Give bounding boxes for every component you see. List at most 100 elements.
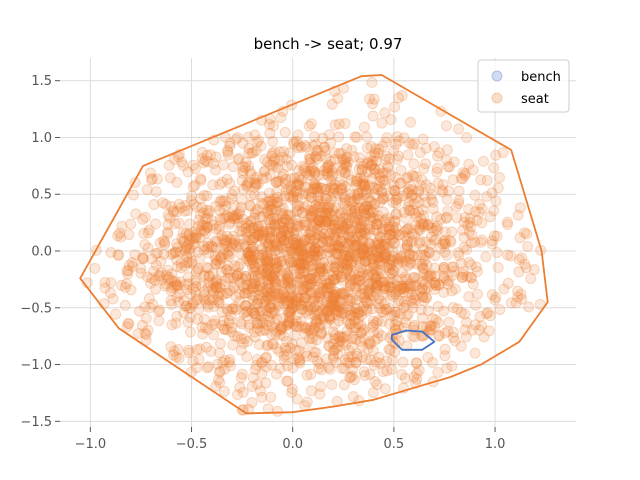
seat-point	[352, 318, 364, 330]
seat-point	[200, 213, 211, 225]
seat-point	[350, 176, 362, 188]
seat-point	[291, 220, 303, 232]
seat-point	[441, 194, 453, 205]
seat-point	[371, 246, 382, 258]
seat-point	[437, 238, 449, 250]
seat-point	[362, 204, 374, 216]
seat-point	[401, 310, 413, 322]
seat-point	[478, 331, 490, 343]
seat-point	[381, 132, 393, 144]
seat-point	[262, 275, 274, 287]
seat-point	[394, 253, 406, 265]
seat-point	[336, 165, 347, 177]
seat-point	[363, 278, 375, 290]
seat-point	[439, 238, 451, 250]
seat-point	[212, 290, 224, 302]
seat-point	[314, 245, 326, 257]
seat-point	[313, 266, 325, 278]
seat-point	[307, 351, 319, 363]
seat-point	[466, 229, 478, 241]
seat-point	[350, 356, 362, 368]
seat-point	[275, 233, 287, 245]
seat-point	[375, 268, 387, 279]
seat-point	[248, 326, 260, 338]
seat-point	[357, 300, 369, 312]
seat-point	[351, 251, 363, 263]
seat-point	[181, 284, 192, 296]
seat-point	[371, 244, 383, 256]
seat-point	[89, 262, 101, 274]
seat-point	[346, 207, 358, 219]
seat-point	[325, 194, 337, 206]
seat-point	[402, 235, 413, 247]
seat-point	[99, 276, 111, 288]
seat-point	[263, 278, 275, 290]
seat-point	[309, 217, 321, 228]
seat-point	[304, 210, 316, 222]
seat-point	[364, 224, 376, 235]
seat-point	[438, 270, 450, 282]
seat-point	[437, 186, 449, 198]
seat-point	[367, 279, 379, 291]
seat-point	[351, 173, 363, 185]
seat-point	[374, 181, 386, 193]
bench-hull	[390, 329, 436, 351]
seat-point	[365, 295, 377, 307]
seat-point	[459, 170, 471, 181]
seat-point	[315, 207, 326, 219]
seat-point	[276, 204, 287, 216]
seat-point	[402, 201, 414, 213]
seat-point	[322, 160, 334, 172]
seat-point	[278, 298, 290, 309]
seat-point	[315, 195, 327, 207]
seat-point	[318, 310, 330, 322]
seat-point	[202, 156, 214, 168]
seat-point	[418, 295, 430, 307]
seat-point	[400, 271, 411, 283]
seat-point	[322, 260, 334, 272]
seat-point	[375, 295, 387, 307]
seat-point	[256, 357, 268, 369]
seat-point	[376, 330, 388, 342]
seat-point	[286, 383, 298, 395]
seat-point	[181, 300, 192, 312]
seat-point	[200, 220, 212, 231]
seat-point	[339, 197, 351, 209]
seat-point	[388, 225, 400, 237]
seat-point	[143, 224, 155, 236]
seat-point	[377, 193, 389, 205]
seat-point	[187, 283, 199, 295]
seat-point	[411, 373, 423, 385]
seat-point	[369, 334, 381, 346]
seat-point	[327, 352, 339, 364]
seat-point	[352, 190, 363, 202]
seat-point	[338, 221, 350, 233]
seat-point	[318, 285, 330, 297]
seat-point	[339, 245, 351, 257]
hulls	[79, 74, 549, 415]
seat-point	[301, 199, 313, 211]
seat-point	[246, 147, 258, 159]
seat-point	[282, 223, 294, 235]
seat-point	[357, 175, 369, 187]
seat-point	[377, 288, 389, 300]
seat-point	[329, 219, 341, 231]
seat-point	[309, 309, 321, 321]
seat-point	[416, 260, 428, 272]
seat-point	[334, 243, 346, 255]
seat-point	[372, 214, 384, 226]
seat-point	[275, 320, 287, 332]
seat-point	[266, 150, 278, 162]
seat-point	[300, 306, 312, 318]
seat-point	[186, 190, 198, 202]
seat-point	[177, 160, 189, 172]
seat-point	[229, 301, 241, 313]
seat-point	[411, 258, 423, 270]
seat-point	[283, 278, 295, 290]
seat-point	[331, 289, 343, 301]
seat-point	[207, 241, 218, 253]
seat-point	[374, 197, 386, 209]
seat-point	[383, 343, 395, 355]
seat-point	[478, 155, 489, 167]
seat-point	[279, 342, 291, 354]
